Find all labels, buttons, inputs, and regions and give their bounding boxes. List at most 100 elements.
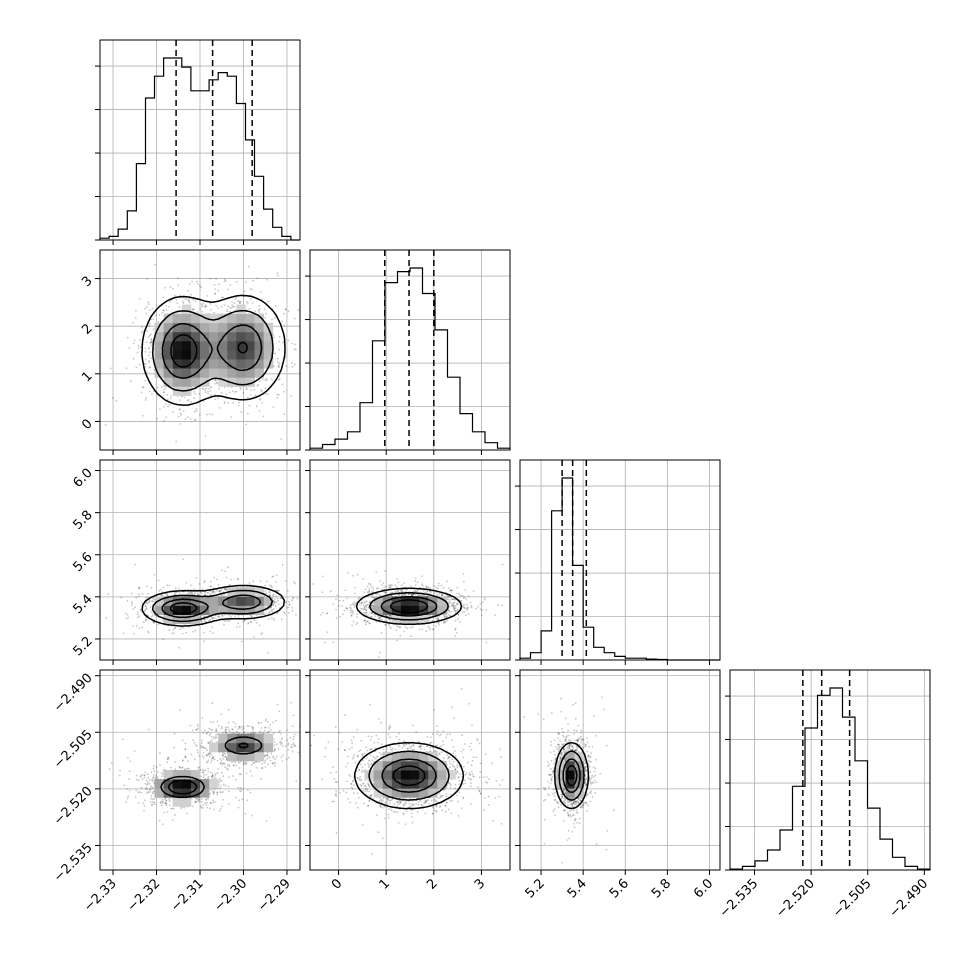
sample-point [150, 341, 153, 344]
sample-point [444, 621, 447, 623]
sample-point [387, 615, 390, 618]
sample-point [144, 307, 147, 310]
sample-point [350, 614, 353, 616]
sample-point [173, 632, 176, 635]
sample-point [246, 302, 249, 305]
density-cell [181, 359, 192, 369]
sample-point [281, 383, 284, 386]
sample-point [283, 413, 286, 416]
sample-point [457, 613, 460, 616]
sample-point [352, 612, 354, 615]
sample-point [179, 628, 181, 631]
sample-point [388, 586, 391, 589]
sample-point [364, 619, 366, 622]
sample-point [259, 380, 261, 383]
sample-point [286, 607, 288, 609]
sample-point [278, 335, 281, 338]
sample-point [227, 566, 230, 569]
sample-point [186, 399, 189, 402]
sample-point [187, 398, 190, 401]
sample-point [293, 348, 296, 350]
sample-point [199, 308, 202, 310]
sample-point [442, 586, 445, 589]
density-cell [245, 605, 255, 615]
sample-point [265, 393, 267, 396]
sample-point [201, 798, 203, 800]
sample-point [421, 584, 424, 587]
sample-point [282, 312, 285, 315]
sample-point [383, 586, 386, 588]
sample-point [148, 325, 151, 328]
sample-point [462, 580, 465, 583]
sample-point [454, 605, 457, 607]
sample-point [283, 611, 286, 614]
sample-point [446, 612, 449, 614]
sample-point [454, 635, 456, 637]
sample-point [145, 397, 147, 399]
sample-point [97, 603, 99, 605]
sample-point [259, 308, 261, 311]
sample-point [288, 603, 291, 606]
density-cell [263, 359, 274, 369]
sample-point [146, 330, 148, 332]
sample-point [145, 341, 148, 344]
density-cell [181, 350, 192, 360]
sample-point [140, 326, 143, 328]
sample-point [353, 606, 356, 608]
sample-point [332, 641, 335, 643]
sample-point [443, 621, 445, 624]
sample-point [202, 614, 205, 617]
sample-point [211, 590, 214, 593]
sample-point [165, 416, 168, 419]
sample-point [447, 595, 450, 598]
density-cell [245, 596, 255, 606]
sample-point [475, 607, 477, 610]
sample-point [203, 618, 205, 621]
panel-content [104, 246, 300, 443]
sample-point [145, 601, 148, 603]
sample-point [143, 610, 146, 612]
sample-point [494, 614, 496, 617]
density-cell [172, 359, 183, 369]
sample-point [271, 307, 274, 310]
density-cell [236, 596, 246, 606]
sample-point [428, 626, 431, 629]
sample-point [454, 628, 457, 631]
sample-point [274, 598, 276, 600]
sample-point [152, 621, 155, 623]
sample-point [213, 311, 215, 314]
contours [141, 294, 286, 406]
sample-point [138, 587, 141, 589]
sample-point [262, 415, 265, 418]
sample-point [247, 265, 250, 268]
sample-point [191, 308, 194, 311]
sample-point [383, 591, 385, 593]
sample-point [283, 324, 286, 327]
sample-point [253, 619, 255, 621]
sample-point [367, 614, 369, 616]
sample-point [195, 409, 198, 412]
sample-point [284, 580, 287, 582]
density-cell [227, 322, 237, 333]
density-cell [218, 340, 228, 351]
sample-point [360, 607, 362, 610]
sample-point [175, 440, 178, 443]
sample-point [264, 606, 266, 609]
sample-point [485, 609, 488, 611]
sample-point [302, 611, 304, 613]
sample-point [139, 609, 142, 611]
density-cell [163, 596, 174, 606]
sample-point [402, 593, 405, 596]
sample-point [185, 631, 188, 634]
contour-level [170, 334, 198, 368]
sample-point [365, 604, 367, 607]
sample-point [450, 602, 452, 605]
density-cell [227, 331, 237, 342]
sample-point [365, 611, 368, 614]
sample-point [137, 791, 140, 794]
sample-point [421, 583, 423, 586]
sample-point [272, 575, 275, 578]
sample-point [517, 590, 519, 592]
sample-point [161, 246, 163, 248]
